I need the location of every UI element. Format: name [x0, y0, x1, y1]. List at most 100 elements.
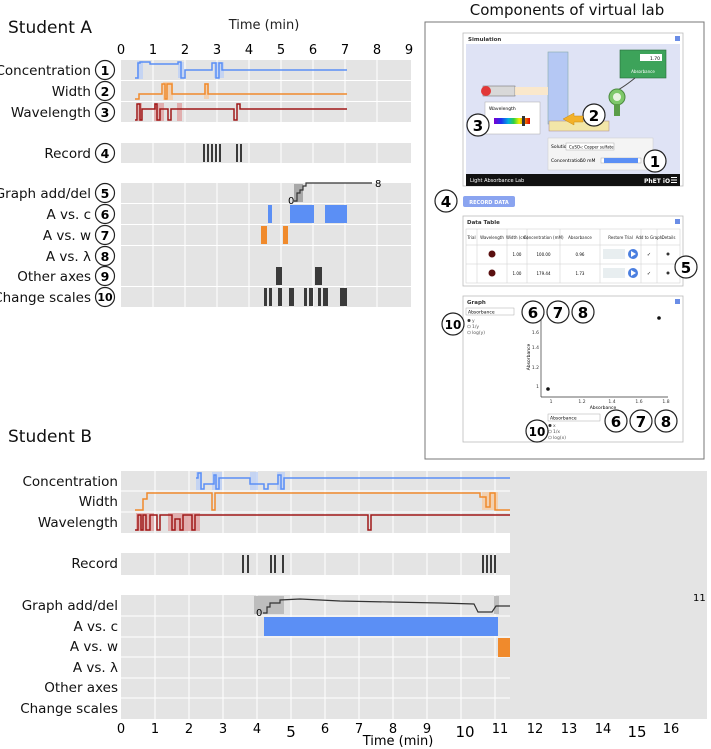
plot-point[interactable] [546, 387, 550, 391]
table-row: 1.00 100.00 0.96 ✓ [488, 249, 670, 259]
b-tick-5: 5 [286, 723, 296, 741]
sim-header: Simulation [468, 37, 501, 43]
a-callout-4: 4 [94, 142, 116, 164]
a-callout-10: 10 [94, 286, 116, 308]
plot-point[interactable] [657, 316, 661, 320]
detector-icon[interactable]: 1.70 Absorbance [608, 49, 667, 116]
solution-controls[interactable]: Solution CuSO₄: Copper sulfate Concentra… [547, 137, 654, 171]
wavelength-control[interactable]: Wavelength [484, 101, 541, 135]
table-col-add-graph: Add to Graph [636, 235, 663, 240]
sim-collapse-icon[interactable] [675, 36, 680, 41]
phet-logo: PhET iO [644, 178, 670, 185]
table-col-width: Width (cm) [506, 235, 529, 240]
a-row-avc [121, 204, 411, 224]
b-graph-count: 11 [693, 593, 706, 604]
record-data-button[interactable] [463, 196, 515, 207]
student-b-panel: Student B Concentration Width Wavelength [8, 427, 707, 749]
b-tick-14: 14 [595, 722, 612, 737]
b-tick-0: 0 [117, 722, 125, 737]
svg-text:8: 8 [578, 304, 588, 322]
svg-text:1/y: 1/y [472, 324, 479, 330]
a-row-other [121, 266, 411, 286]
a-label-avc: A vs. c [46, 207, 91, 223]
svg-text:6: 6 [101, 207, 110, 222]
svg-text:✓: ✓ [647, 252, 651, 258]
b-graph-trace: 0 11 [254, 593, 706, 619]
b-avw-bar [498, 638, 510, 657]
b-label-avc: A vs. c [73, 619, 118, 635]
svg-text:7: 7 [553, 304, 563, 322]
a-callout-9: 9 [94, 265, 116, 287]
y-axis-select[interactable] [465, 307, 515, 316]
svg-text:2: 2 [101, 84, 110, 99]
graph-collapse-icon[interactable] [675, 299, 680, 304]
table-col-details: Details [662, 235, 676, 240]
cuvette [547, 51, 569, 125]
lab-callout-3: 3 [466, 113, 490, 137]
a-label-concentration: Concentration [0, 63, 91, 79]
solution-select[interactable] [565, 142, 615, 151]
svg-text:10: 10 [529, 425, 546, 439]
svg-text:179.44: 179.44 [537, 271, 551, 276]
b-wavelength-trace [135, 513, 510, 531]
a-label-graph: Graph add/del [0, 186, 91, 202]
table-col-restore: Restore Trial [608, 235, 633, 240]
b-tick-1: 1 [151, 722, 159, 737]
table-collapse-icon[interactable] [675, 219, 680, 224]
svg-text:CuSO₄: Copper sulfate: CuSO₄: Copper sulfate [569, 145, 614, 150]
svg-text:1/x: 1/x [553, 429, 560, 435]
table-col-concentration: Concentration (mM) [523, 235, 563, 240]
a-callout-1: 1 [94, 59, 116, 81]
record-data-label: RECORD DATA [469, 200, 509, 206]
b-label-concentration: Concentration [22, 474, 118, 490]
plot-y-title: Absorbance [526, 343, 532, 370]
b-concentration-trace [196, 472, 510, 490]
sim-footer-title: Light Absorbance Lab [470, 178, 524, 184]
a-tick-5: 5 [277, 43, 285, 58]
svg-text:1.8: 1.8 [662, 399, 669, 405]
svg-text:1.6: 1.6 [532, 330, 539, 336]
lab-callouts: 1 2 3 4 5 6 7 8 10 6 7 8 10 [434, 103, 698, 443]
b-tick-4: 4 [253, 722, 261, 737]
student-a-ticks: 0 1 2 3 4 5 6 7 8 9 [117, 43, 413, 58]
a-callout-6: 6 [94, 203, 116, 225]
svg-text:1: 1 [536, 384, 539, 390]
a-row-avl [121, 246, 411, 266]
svg-text:Absorbance: Absorbance [631, 69, 655, 74]
x-axis-select[interactable] [547, 413, 601, 422]
b-tick-10: 10 [455, 723, 474, 741]
b-tick-3: 3 [219, 722, 227, 737]
lab-callout-5: 5 [674, 255, 698, 279]
svg-text:9: 9 [101, 269, 110, 284]
a-callout-3: 3 [94, 101, 116, 123]
svg-text:1: 1 [550, 399, 553, 405]
b-row-separators [121, 490, 510, 699]
flashlight-icon[interactable] [481, 85, 548, 97]
svg-text:Concentration: Concentration [551, 158, 583, 164]
svg-text:Absorbance: Absorbance [550, 416, 577, 422]
svg-text:6: 6 [528, 304, 538, 322]
svg-text:1.00: 1.00 [513, 252, 522, 257]
svg-text:log(x): log(x) [553, 435, 566, 441]
menu-icon[interactable] [671, 177, 677, 183]
b-row-labels: Concentration Width Wavelength Record Gr… [20, 474, 118, 717]
svg-text:1: 1 [101, 63, 110, 78]
a-tick-4: 4 [245, 43, 253, 58]
svg-text:8: 8 [661, 413, 671, 431]
svg-text:50 mM: 50 mM [580, 158, 596, 164]
a-row-wavelength [121, 102, 411, 122]
a-label-width: Width [52, 84, 91, 100]
a-tick-7: 7 [341, 43, 349, 58]
simulation-window: Simulation 1.70 Absorbance [462, 32, 684, 187]
svg-text:0.96: 0.96 [576, 252, 585, 257]
svg-text:Absorbance: Absorbance [468, 310, 495, 316]
lab-callout-6-bottom: 6 [604, 409, 628, 433]
b-tick-8: 8 [389, 722, 397, 737]
a-tick-8: 8 [373, 43, 381, 58]
b-avc-bar [264, 617, 498, 636]
svg-text:x: x [553, 424, 556, 429]
lab-callout-6-top: 6 [521, 300, 545, 324]
sim-footer [466, 174, 680, 186]
b-gridlines [154, 471, 496, 719]
arrow-icon [562, 112, 584, 126]
